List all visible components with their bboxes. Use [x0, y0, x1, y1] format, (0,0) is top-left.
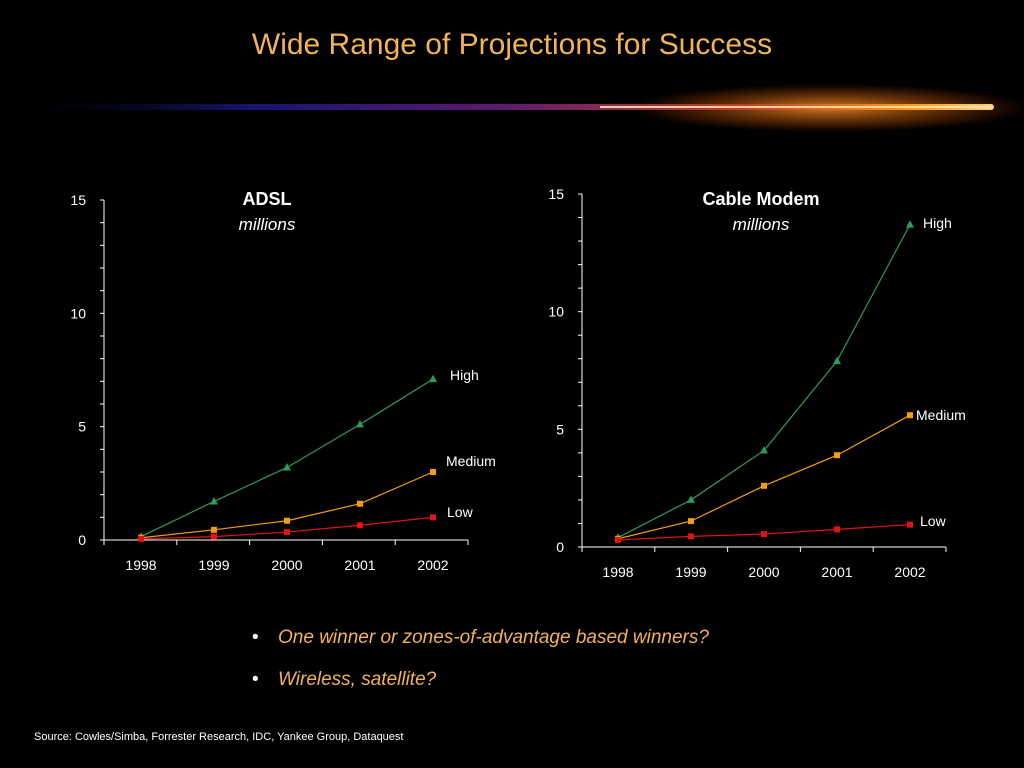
series-line-high: [140, 378, 434, 538]
series-label-high: High: [923, 215, 952, 231]
data-point-low: [138, 535, 144, 542]
y-tick-label: 0: [556, 539, 564, 555]
series-line-medium: [617, 414, 911, 540]
y-tick-label: 15: [70, 192, 86, 208]
data-point-high: [906, 220, 914, 228]
data-point-medium: [761, 482, 767, 489]
series-label-high: High: [450, 367, 479, 383]
x-tick-label: 1999: [675, 564, 706, 580]
data-point-medium: [357, 500, 363, 507]
data-point-low: [357, 522, 363, 529]
series-label-medium: Medium: [916, 407, 966, 423]
y-tick-label: 10: [548, 304, 564, 320]
y-tick-label: 10: [70, 305, 86, 321]
data-point-medium: [834, 452, 840, 459]
bullet-item: • One winner or zones-of-advantage based …: [252, 624, 709, 666]
data-point-low: [284, 529, 290, 536]
data-point-medium: [211, 526, 217, 533]
data-point-medium: [430, 469, 436, 475]
bullet-text: One winner or zones-of-advantage based w…: [278, 627, 709, 648]
data-point-high: [429, 374, 437, 383]
adsl-chart: ADSL millions 0 5 10 15 1998 1999 2000 2001 2002…: [70, 189, 496, 573]
y-tick-label: 15: [548, 186, 564, 202]
data-point-medium: [688, 518, 694, 525]
data-point-medium: [907, 412, 913, 419]
x-tick-label: 2000: [271, 557, 302, 573]
chart-subtitle: millions: [239, 215, 296, 234]
x-tick-label: 2002: [417, 557, 448, 573]
bullet-dot: •: [252, 669, 259, 690]
series-label-low: Low: [920, 513, 947, 529]
comet-streak-decoration: [0, 84, 1024, 132]
data-point-high: [760, 446, 768, 454]
bullet-dot: •: [252, 627, 259, 648]
data-point-high: [210, 496, 218, 505]
source-citation: Source: Cowles/Simba, Forrester Research…: [34, 731, 404, 743]
chart-subtitle: millions: [733, 215, 790, 234]
bullet-item: • Wireless, satellite?: [252, 666, 709, 708]
data-point-high: [833, 356, 841, 365]
x-tick-label: 2001: [821, 564, 852, 580]
y-tick-label: 5: [556, 421, 564, 437]
data-point-high: [356, 419, 364, 428]
data-point-low: [615, 536, 621, 543]
data-point-low: [834, 526, 840, 533]
data-point-medium: [284, 517, 290, 524]
x-tick-label: 2000: [748, 564, 779, 580]
series-line-high: [617, 224, 911, 539]
data-point-low: [907, 521, 913, 528]
y-tick-label: 5: [78, 419, 86, 435]
data-point-high: [687, 495, 695, 503]
data-point-low: [761, 531, 767, 538]
chart-title: Cable Modem: [702, 189, 819, 209]
bullet-text: Wireless, satellite?: [278, 669, 437, 690]
data-point-high: [283, 462, 291, 471]
bullet-list: • One winner or zones-of-advantage based …: [252, 624, 709, 708]
data-point-low: [688, 533, 694, 540]
slide-title: Wide Range of Projections for Success: [251, 28, 773, 61]
x-tick-label: 2001: [344, 557, 375, 573]
x-tick-label: 2002: [894, 564, 925, 580]
x-tick-label: 1998: [602, 564, 633, 580]
cable-modem-chart: Cable Modem millions 0 5 10 15 1998 1999 2000 2…: [548, 186, 966, 580]
series-line-medium: [140, 471, 434, 539]
data-point-low: [430, 514, 436, 521]
chart-title: ADSL: [243, 189, 292, 209]
x-tick-label: 1998: [125, 557, 156, 573]
data-point-low: [211, 533, 217, 540]
series-label-medium: Medium: [446, 453, 496, 469]
x-tick-label: 1999: [198, 557, 229, 573]
y-tick-label: 0: [78, 532, 86, 548]
series-label-low: Low: [447, 504, 474, 520]
